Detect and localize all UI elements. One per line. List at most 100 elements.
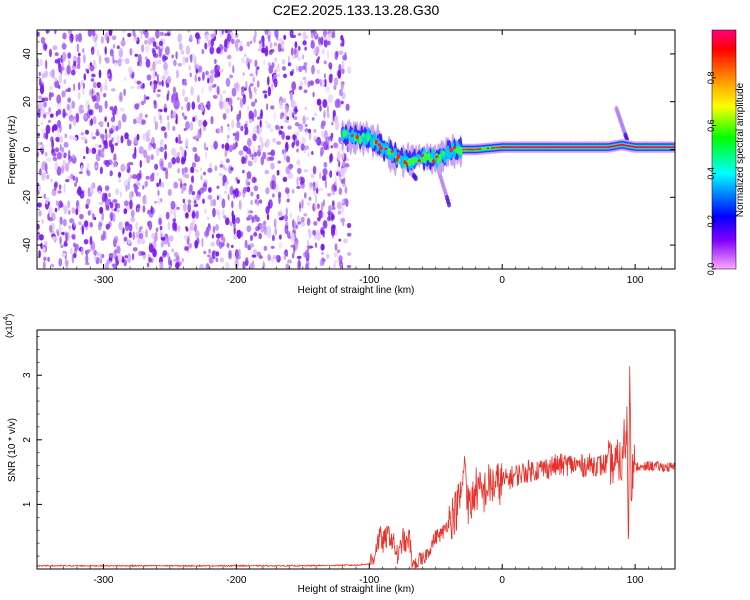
noise-blob xyxy=(144,30,149,39)
noise-blob xyxy=(234,135,237,141)
y-tick-label: 2 xyxy=(22,437,33,443)
noise-blob xyxy=(253,151,258,157)
noise-blob xyxy=(256,193,260,200)
noise-blob xyxy=(37,132,41,137)
noise-blob xyxy=(225,77,231,87)
noise-blob xyxy=(231,119,235,129)
noise-blob xyxy=(37,223,40,231)
noise-blob xyxy=(164,131,168,139)
noise-blob xyxy=(73,83,76,92)
noise-blob xyxy=(313,190,316,196)
noise-blob xyxy=(327,40,331,46)
noise-blob xyxy=(191,101,196,110)
noise-blob xyxy=(230,104,233,112)
noise-blob xyxy=(313,112,318,117)
noise-blob xyxy=(195,32,200,39)
noise-blob xyxy=(311,64,315,75)
noise-blob xyxy=(188,64,192,71)
noise-blob xyxy=(124,255,128,259)
noise-blob xyxy=(287,156,291,163)
noise-blob xyxy=(109,201,114,209)
noise-blob xyxy=(231,210,234,219)
noise-blob xyxy=(290,244,295,248)
noise-blob xyxy=(84,249,89,255)
noise-blob xyxy=(285,263,289,269)
noise-blob xyxy=(46,30,51,34)
noise-blob xyxy=(292,100,297,107)
noise-blob xyxy=(167,221,171,231)
noise-blob xyxy=(181,187,184,195)
noise-blob xyxy=(273,111,276,120)
noise-blob xyxy=(184,150,187,158)
noise-blob xyxy=(322,199,325,207)
noise-blob xyxy=(56,166,62,176)
noise-blob xyxy=(152,41,157,48)
noise-blob xyxy=(164,150,168,160)
noise-blob xyxy=(264,120,268,124)
noise-blob xyxy=(44,70,49,78)
noise-blob xyxy=(94,94,97,101)
noise-blob xyxy=(173,210,177,221)
noise-blob xyxy=(115,188,119,196)
noise-blob xyxy=(65,232,68,242)
noise-blob xyxy=(266,123,272,129)
noise-blob xyxy=(141,119,146,125)
noise-blob xyxy=(282,97,287,104)
noise-blob xyxy=(250,200,253,205)
noise-blob xyxy=(104,116,107,122)
noise-blob xyxy=(236,230,240,238)
noise-blob xyxy=(304,34,309,40)
noise-blob xyxy=(208,248,211,254)
noise-blob xyxy=(319,141,325,146)
noise-blob xyxy=(262,90,268,94)
noise-blob xyxy=(193,200,197,204)
noise-blob xyxy=(323,161,328,168)
noise-blob xyxy=(298,65,303,73)
noise-blob xyxy=(215,233,221,239)
noise-blob xyxy=(245,258,249,267)
y-tick-label: -20 xyxy=(22,190,33,205)
noise-blob xyxy=(205,104,208,108)
noise-blob xyxy=(46,174,50,180)
noise-blob xyxy=(90,78,95,82)
noise-blob xyxy=(258,232,263,240)
noise-blob xyxy=(173,153,178,158)
noise-blob xyxy=(258,44,262,52)
noise-blob xyxy=(158,40,163,47)
noise-blob xyxy=(146,154,151,164)
noise-blob xyxy=(129,199,133,210)
signal-blob xyxy=(361,133,365,138)
noise-blob xyxy=(207,216,210,221)
noise-blob xyxy=(316,58,320,64)
noise-blob xyxy=(227,134,230,139)
noise-blob xyxy=(215,251,220,257)
noise-blob xyxy=(210,69,215,75)
noise-blob xyxy=(143,94,147,104)
noise-blob xyxy=(40,143,45,149)
noise-blob xyxy=(183,185,187,191)
noise-blob xyxy=(165,83,170,88)
noise-blob xyxy=(108,192,111,198)
noise-blob xyxy=(54,59,59,64)
noise-blob xyxy=(284,119,290,123)
noise-blob xyxy=(298,257,301,261)
noise-blob xyxy=(153,200,158,204)
noise-blob xyxy=(311,151,314,155)
noise-blob xyxy=(333,263,337,269)
noise-blob xyxy=(133,118,137,125)
noise-blob xyxy=(253,185,259,192)
noise-blob xyxy=(231,38,235,45)
noise-blob xyxy=(188,242,192,249)
noise-blob xyxy=(305,123,308,128)
noise-blob xyxy=(111,88,116,92)
noise-blob xyxy=(90,131,94,141)
noise-blob xyxy=(291,252,295,259)
noise-blob xyxy=(256,80,260,88)
noise-blob xyxy=(229,74,234,79)
noise-blob xyxy=(282,149,285,155)
noise-blob xyxy=(209,162,213,170)
noise-blob xyxy=(97,190,102,195)
noise-blob xyxy=(120,135,124,144)
noise-blob xyxy=(61,252,67,258)
noise-blob xyxy=(85,254,89,264)
